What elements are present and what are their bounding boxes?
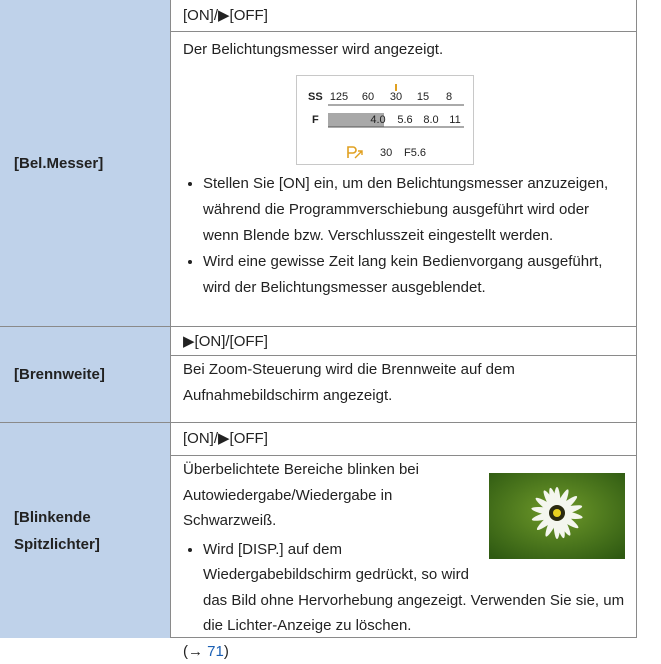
ss-value: 30 bbox=[390, 91, 402, 103]
sample-photo bbox=[489, 473, 625, 559]
ss-value: 125 bbox=[330, 91, 348, 103]
row-label: [Brennweite] bbox=[0, 327, 171, 422]
ss-value: 8 bbox=[446, 91, 452, 103]
status-aperture: F5.6 bbox=[404, 147, 426, 159]
page-link[interactable]: 71 bbox=[207, 643, 224, 660]
ref-close: ) bbox=[224, 643, 229, 660]
f-value: 5.6 bbox=[397, 114, 412, 126]
row-label: [Blinkende Spitzlichter] bbox=[0, 423, 171, 638]
table-row: [Bel.Messer] [ON]/▶[OFF] Der Belichtungs… bbox=[0, 0, 637, 326]
page: [Bel.Messer] [ON]/▶[OFF] Der Belichtungs… bbox=[0, 0, 661, 639]
reference: (→ 71) bbox=[183, 639, 627, 664]
row-label: [Bel.Messer] bbox=[0, 0, 171, 326]
ref-open: (→ bbox=[183, 643, 207, 660]
ss-value: 15 bbox=[417, 91, 429, 103]
table-row: [Brennweite] ▶[ON]/[OFF] Bei Zoom-Steuer… bbox=[0, 326, 637, 422]
f-value: 4.0 bbox=[370, 114, 385, 126]
status-shutter: 30 bbox=[380, 147, 392, 159]
description: Bei Zoom-Steuerung wird die Brennweite a… bbox=[171, 356, 637, 422]
description-cell: Der Belichtungsmesser wird angezeigt. SS… bbox=[171, 33, 637, 326]
bullet-list: Stellen Sie [ON] ein, um den Belichtungs… bbox=[183, 171, 627, 301]
description: Der Belichtungsmesser wird angezeigt. bbox=[183, 37, 627, 63]
f-value: 8.0 bbox=[423, 114, 438, 126]
options: ▶[ON]/[OFF] bbox=[171, 327, 637, 356]
options: [ON]/▶[OFF] bbox=[171, 423, 637, 456]
bullet: Wird eine gewisse Zeit lang kein Bedienv… bbox=[203, 249, 627, 301]
f-label: F bbox=[312, 114, 319, 126]
table-row: [Blinkende Spitzlichter] [ON]/▶[OFF] Übe… bbox=[0, 422, 637, 638]
settings-table: [Bel.Messer] [ON]/▶[OFF] Der Belichtungs… bbox=[0, 0, 637, 638]
ss-label: SS bbox=[308, 91, 323, 103]
ss-value: 60 bbox=[362, 91, 374, 103]
exposure-meter: SS 125 60 30 15 8 F 4.0 5.6 8.0 11 3 bbox=[296, 75, 474, 165]
bullet: Stellen Sie [ON] ein, um den Belichtungs… bbox=[203, 171, 627, 249]
f-value: 11 bbox=[449, 114, 460, 126]
options: [ON]/▶[OFF] bbox=[171, 0, 637, 32]
description-cell: Überbelichtete Bereiche blinken bei Auto… bbox=[171, 456, 637, 638]
